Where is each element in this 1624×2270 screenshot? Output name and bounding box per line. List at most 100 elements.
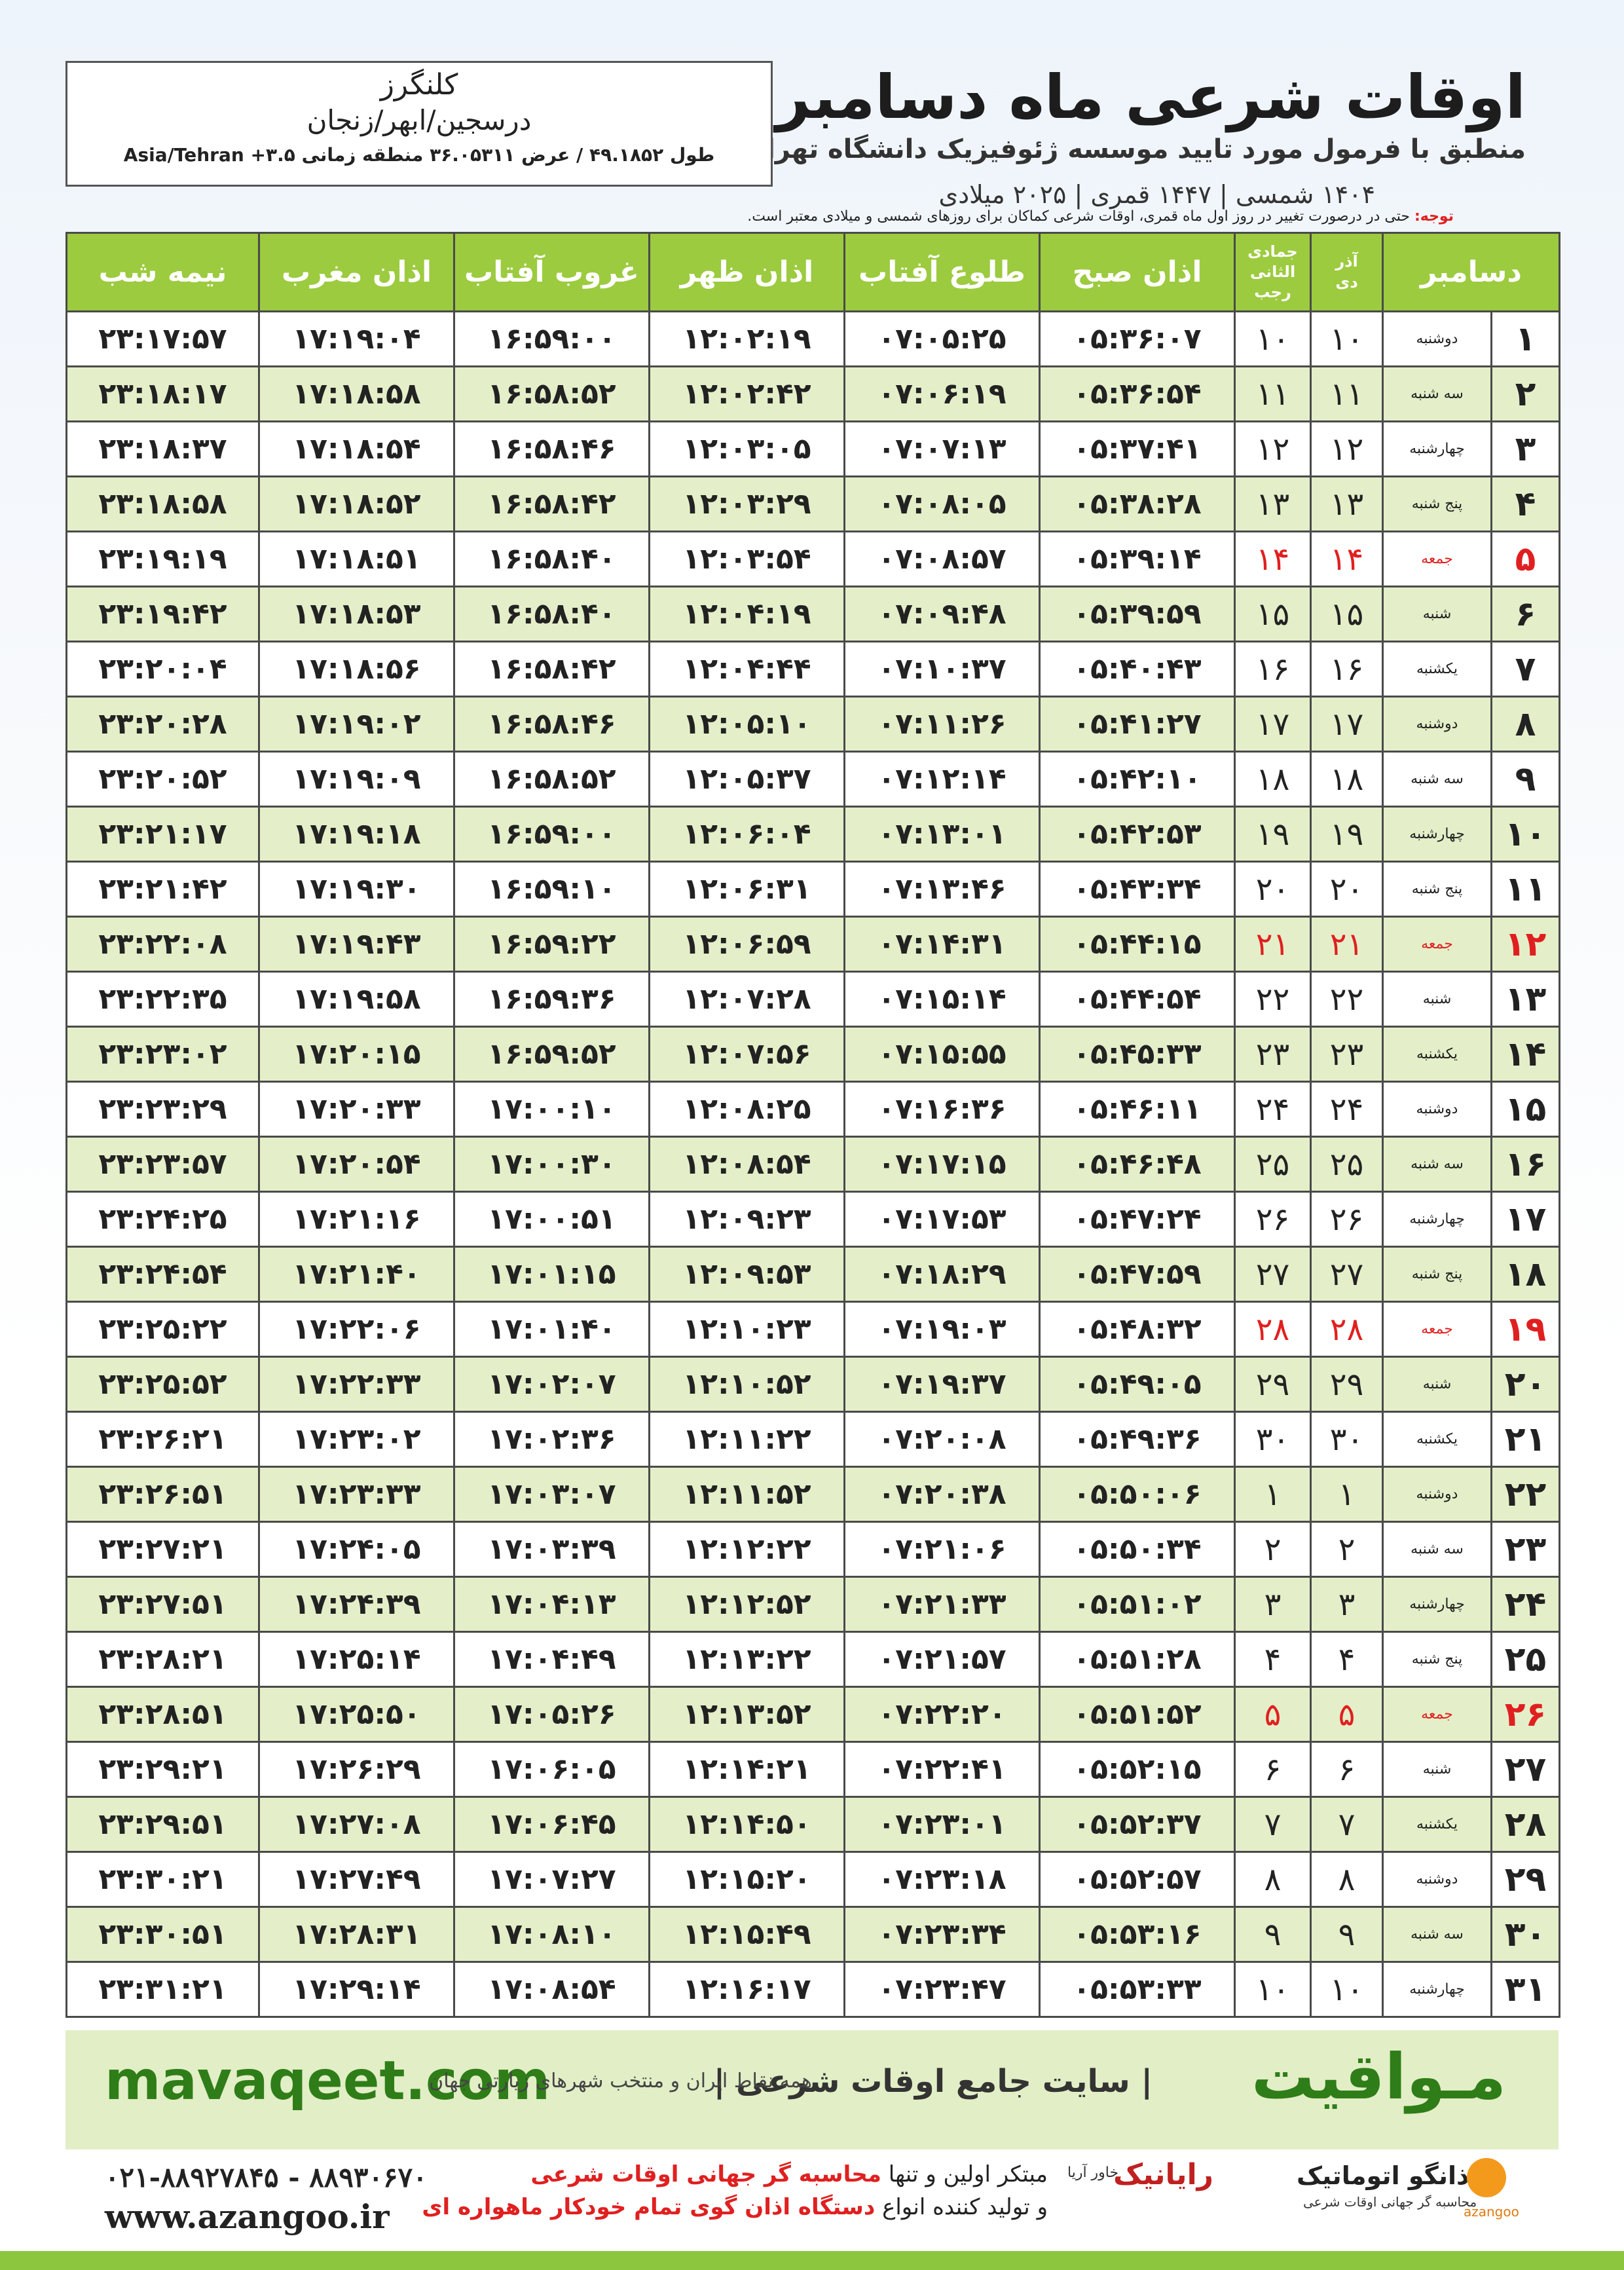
time: ۱۲:۰۶:۵۹ [648,916,845,973]
table-row: ۲۱ یکشنبه ۳۰ ۳۰ ۰۵:۴۹:۳۶ ۰۷:۲۰:۰۸ ۱۲:۱۱:۲۲ ۱۷:۰… [65,1411,1561,1468]
time: ۰۷:۱۵:۵۵ [843,1026,1041,1083]
time: ۲۳:۲۰:۲۸ [65,696,260,753]
table-row: ۷ یکشنبه ۱۶ ۱۶ ۰۵:۴۰:۴۳ ۰۷:۱۰:۳۷ ۱۲:۰۴:۴۴ ۱۶:۵۸… [65,641,1561,698]
lunar-day: ۴ [1234,1631,1312,1688]
time: ۲۳:۲۴:۲۵ [65,1191,260,1248]
day-number: ۲۲ [1490,1466,1561,1523]
weekday: جمعه [1381,916,1493,973]
time: ۱۲:۰۳:۲۹ [648,475,845,532]
time: ۱۷:۲۲:۰۶ [258,1301,455,1358]
table-row: ۱۷ چهارشنبه ۲۶ ۲۶ ۰۵:۴۷:۲۴ ۰۷:۱۷:۵۳ ۱۲:۰۹:۲۳ ۱۷… [65,1191,1561,1248]
weekday: یکشنبه [1381,1026,1493,1083]
title: اوقات شرعی ماه دسامبر [775,62,1526,132]
time: ۱۷:۰۰:۳۰ [453,1136,650,1193]
solar-day: ۲۰ [1310,861,1384,918]
location-coords: طول ۴۹.۱۸۵۲ / عرض ۳۶.۰۵۳۱۱ منطقه زمانی ۳… [123,144,715,166]
time: ۱۲:۰۳:۵۴ [648,530,845,587]
time: ۱۷:۲۳:۰۲ [258,1411,455,1468]
time: ۲۳:۲۹:۵۱ [65,1796,260,1853]
note: توجه: حتی در درصورت تغییر در روز اول ماه… [65,208,1454,225]
location-box: کلنگرز درسجین/ابهر/زنجان طول ۴۹.۱۸۵۲ / ع… [65,61,773,187]
solar-day: ۱۷ [1310,696,1384,753]
time: ۱۶:۵۸:۵۲ [453,365,650,422]
weekday: سه شنبه [1381,751,1493,808]
day-number: ۳ [1490,420,1561,477]
time: ۲۳:۲۵:۵۲ [65,1356,260,1413]
day-number: ۷ [1490,641,1561,698]
time: ۱۷:۰۰:۱۰ [453,1081,650,1138]
time: ۱۷:۱۸:۵۱ [258,530,455,587]
time: ۰۷:۲۱:۵۷ [843,1631,1041,1688]
solar-day: ۱۰ [1310,1961,1384,2018]
bottom-stripe [0,2251,1624,2270]
time: ۰۵:۵۲:۵۷ [1039,1851,1236,1908]
time: ۱۷:۰۵:۲۶ [453,1686,650,1743]
lunar-day: ۲۱ [1234,916,1312,973]
time: ۲۳:۳۰:۲۱ [65,1851,260,1908]
solar-day: ۱۹ [1310,806,1384,863]
solar-day: ۲۴ [1310,1081,1384,1138]
lunar-day: ۱۳ [1234,475,1312,532]
weekday: یکشنبه [1381,1411,1493,1468]
logo-subtext: محاسبه گر جهانی اوقات شرعی [1303,2194,1477,2210]
time: ۱۷:۰۸:۱۰ [453,1906,650,1963]
site-url[interactable]: mavaqeet.com [105,2050,551,2112]
table-row: ۱۸ پنج شنبه ۲۷ ۲۷ ۰۵:۴۷:۵۹ ۰۷:۱۸:۲۹ ۱۲:۰۹:۵۳ ۱۷… [65,1246,1561,1303]
solar-day: ۹ [1310,1906,1384,1963]
solar-day: ۷ [1310,1796,1384,1853]
weekday: دوشنبه [1381,696,1493,753]
time: ۰۵:۵۱:۰۲ [1039,1576,1236,1633]
time: ۱۷:۱۹:۵۸ [258,971,455,1028]
time: ۲۳:۲۰:۰۴ [65,641,260,698]
time: ۰۷:۱۱:۲۶ [843,696,1041,753]
promo-line: و تولید کننده انواع دستگاه اذان گوی تمام… [422,2194,1048,2220]
solar-day: ۵ [1310,1686,1384,1743]
lunar-day: ۲۳ [1234,1026,1312,1083]
time: ۱۶:۵۸:۴۶ [453,696,650,753]
time: ۰۷:۲۰:۳۸ [843,1466,1041,1523]
time: ۲۳:۱۹:۱۹ [65,530,260,587]
day-number: ۲۸ [1490,1796,1561,1853]
time: ۱۷:۲۷:۰۸ [258,1796,455,1853]
table-row: ۱ دوشنبه ۱۰ ۱۰ ۰۵:۳۶:۰۷ ۰۷:۰۵:۲۵ ۱۲:۰۲:۱۹ ۱۶:۵۹… [65,310,1561,367]
time: ۰۷:۲۲:۴۱ [843,1741,1041,1798]
day-number: ۲۹ [1490,1851,1561,1908]
time: ۱۷:۰۱:۴۰ [453,1301,650,1358]
day-number: ۱۳ [1490,971,1561,1028]
lunar-day: ۸ [1234,1851,1312,1908]
logo-text: اذانگو اتوماتیک [1297,2161,1478,2190]
solar-day: ۳۰ [1310,1411,1384,1468]
time: ۰۵:۵۰:۳۴ [1039,1521,1236,1578]
table-row: ۲۶ جمعه ۵ ۵ ۰۵:۵۱:۵۲ ۰۷:۲۲:۲۰ ۱۲:۱۳:۵۲ ۱۷:۰۵:۲۶… [65,1686,1561,1743]
time: ۰۵:۵۱:۲۸ [1039,1631,1236,1688]
time: ۰۷:۱۷:۵۳ [843,1191,1041,1248]
footer-band [65,2030,1559,2149]
time: ۱۷:۰۱:۱۵ [453,1246,650,1303]
day-number: ۱۹ [1490,1301,1561,1358]
day-number: ۱۵ [1490,1081,1561,1138]
time: ۰۷:۰۸:۰۵ [843,475,1041,532]
table-row: ۲۳ سه شنبه ۲ ۲ ۰۵:۵۰:۳۴ ۰۷:۲۱:۰۶ ۱۲:۱۲:۲۲ ۱۷:۰۳… [65,1521,1561,1578]
time: ۱۲:۱۰:۵۲ [648,1356,845,1413]
web-url[interactable]: www.azangoo.ir [105,2197,390,2236]
header-time: اذان مغرب [258,232,455,312]
promo-text: و تولید کننده انواع [882,2194,1048,2220]
time: ۰۷:۲۳:۰۱ [843,1796,1041,1853]
day-number: ۶ [1490,586,1561,642]
time: ۱۲:۰۴:۴۴ [648,641,845,698]
day-number: ۲۱ [1490,1411,1561,1468]
time: ۰۵:۵۲:۳۷ [1039,1796,1236,1853]
time: ۱۲:۱۳:۲۲ [648,1631,845,1688]
time: ۰۵:۳۶:۵۴ [1039,365,1236,422]
time: ۱۷:۱۹:۴۳ [258,916,455,973]
lunar-day: ۱۲ [1234,420,1312,477]
time: ۰۷:۲۳:۴۷ [843,1961,1041,2018]
time: ۲۳:۲۶:۲۱ [65,1411,260,1468]
time: ۰۵:۴۶:۴۸ [1039,1136,1236,1193]
weekday: پنج شنبه [1381,1631,1493,1688]
time: ۰۷:۰۶:۱۹ [843,365,1041,422]
table-row: ۲۵ پنج شنبه ۴ ۴ ۰۵:۵۱:۲۸ ۰۷:۲۱:۵۷ ۱۲:۱۳:۲۲ ۱۷:۰… [65,1631,1561,1688]
weekday: یکشنبه [1381,641,1493,698]
logo-text: رایانیک [1113,2158,1213,2191]
time: ۱۷:۲۲:۳۳ [258,1356,455,1413]
